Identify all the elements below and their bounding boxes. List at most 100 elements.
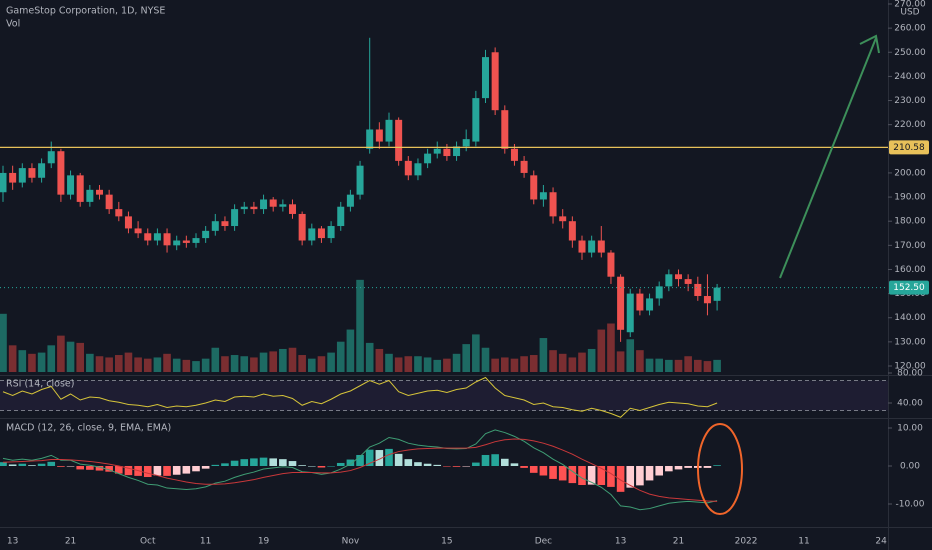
volume-bar	[221, 356, 229, 372]
histogram-bar	[636, 466, 644, 486]
candle-body	[626, 293, 634, 333]
candle-body	[38, 163, 46, 178]
y-tick-label: 230.00	[894, 96, 926, 106]
volume-bar	[95, 356, 104, 372]
histogram-bar	[385, 448, 393, 466]
candle-body	[192, 238, 200, 243]
histogram-bar	[423, 463, 432, 466]
candle-body	[18, 168, 26, 183]
histogram-bar	[655, 466, 663, 476]
y-tick-label: 270.00	[894, 0, 926, 10]
volume-bar	[549, 350, 557, 372]
price-label-box	[889, 280, 929, 295]
volume-bar	[433, 359, 442, 372]
candle-body	[260, 199, 268, 210]
volume-bar	[0, 313, 7, 372]
histogram-bar	[684, 466, 692, 468]
histogram-bar	[221, 463, 229, 466]
volume-bar	[76, 342, 84, 372]
rsi-legend[interactable]: RSI (14, close)	[6, 379, 74, 390]
x-tick-label: 21	[673, 537, 684, 547]
histogram-bar	[645, 466, 654, 481]
histogram-bar	[472, 462, 480, 466]
candle-body	[539, 192, 547, 200]
histogram-bar	[143, 466, 152, 478]
volume-bar	[665, 359, 673, 372]
currency-label: USD	[900, 8, 919, 18]
volume-bar	[645, 358, 654, 372]
histogram-bar	[66, 466, 75, 467]
candle-body	[472, 98, 480, 142]
volume-bar	[134, 357, 142, 372]
histogram-bar	[105, 466, 113, 472]
volume-bar	[558, 353, 567, 372]
volume-bar	[336, 341, 345, 372]
x-tick-label: Dec	[535, 537, 552, 547]
volume-bar	[240, 356, 249, 372]
histogram-bar	[201, 466, 210, 469]
y-tick-label: 10.00	[897, 424, 923, 434]
y-tick-label: 170.00	[894, 241, 926, 251]
candle-body	[28, 168, 36, 178]
volume-bar	[510, 358, 519, 372]
highlight-ellipse[interactable]	[697, 423, 743, 515]
candle-body	[607, 252, 615, 277]
volume-bar	[385, 353, 393, 372]
volume-bar	[47, 345, 56, 372]
volume-bar	[636, 350, 644, 372]
signal-line	[2, 438, 718, 502]
trend-arrow-head[interactable]	[859, 34, 880, 54]
candle-body	[327, 226, 335, 239]
volume-bar	[694, 359, 702, 372]
candle-body	[713, 287, 721, 301]
histogram-bar	[462, 466, 470, 467]
volume-bar	[655, 358, 663, 372]
histogram-bar	[269, 458, 277, 466]
y-tick-label: 120.00	[894, 362, 926, 372]
volume-bar	[250, 357, 258, 372]
y-tick-label: 220.00	[894, 120, 926, 130]
candle-body	[182, 240, 190, 243]
candle-body	[144, 233, 152, 241]
histogram-bar	[259, 457, 268, 466]
histogram-bar	[57, 466, 65, 467]
volume-bar	[143, 358, 152, 372]
histogram-bar	[587, 466, 596, 485]
volume-bar	[115, 355, 123, 372]
histogram-bar	[443, 466, 451, 467]
histogram-bar	[394, 453, 403, 466]
candle-body	[453, 146, 461, 157]
volume-bar	[163, 353, 171, 372]
histogram-bar	[520, 466, 528, 468]
histogram-bar	[124, 466, 133, 476]
candle-body	[356, 165, 364, 195]
histogram-bar	[95, 466, 104, 471]
volume-bar	[153, 357, 162, 372]
histogram-bar	[153, 466, 162, 476]
histogram-bar	[501, 458, 509, 466]
volume-bar	[674, 359, 683, 372]
volume-bar	[346, 329, 355, 372]
volume-bar	[491, 358, 499, 372]
volume-bar	[423, 357, 432, 372]
volume-legend[interactable]: Vol	[6, 19, 20, 30]
y-tick-label: 190.00	[894, 193, 926, 203]
volume-bar	[578, 352, 586, 372]
volume-bar	[607, 323, 615, 372]
histogram-bar	[433, 464, 442, 466]
trend-arrow[interactable]	[779, 37, 877, 279]
candle-body	[385, 119, 393, 142]
macd-legend[interactable]: MACD (12, 26, close, 9, EMA, EMA)	[6, 423, 171, 434]
candle-body	[269, 199, 277, 207]
candle-body	[163, 233, 171, 246]
volume-bar	[462, 344, 470, 372]
candle-body	[366, 129, 374, 149]
candle-body	[433, 148, 441, 154]
plot-area	[0, 37, 888, 511]
histogram-bar	[298, 465, 306, 466]
candle-body	[211, 221, 219, 231]
symbol-title[interactable]: GameStop Corporation, 1D, NYSE	[6, 6, 165, 17]
candle-body	[520, 160, 528, 173]
candle-body	[76, 175, 84, 202]
